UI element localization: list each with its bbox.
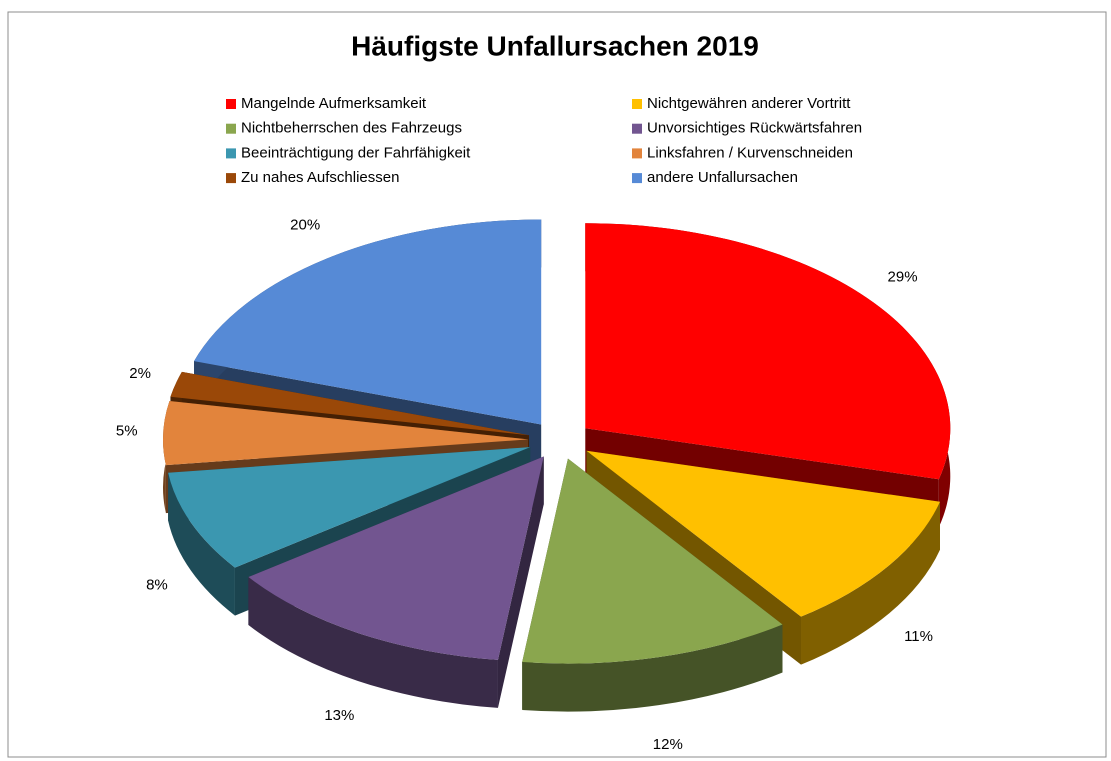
data-label: 12% xyxy=(653,736,683,753)
slice-side xyxy=(497,456,544,708)
legend-label: Linksfahren / Kurvenschneiden xyxy=(647,144,853,161)
slice-top xyxy=(170,371,530,436)
legend-swatch xyxy=(632,99,642,109)
slice-wall xyxy=(801,501,940,665)
data-label: 11% xyxy=(904,628,933,645)
data-label: 2% xyxy=(129,365,151,382)
legend-swatch xyxy=(226,148,236,159)
legend-swatch xyxy=(226,99,236,109)
data-label: 13% xyxy=(324,707,354,724)
slice xyxy=(522,458,783,712)
legend-label: Nichtbeherrschen des Fahrzeugs xyxy=(241,120,462,137)
slice-top xyxy=(522,458,783,664)
legend-swatch xyxy=(632,173,642,184)
legend-label: Beeinträchtigung der Fahrfähigkeit xyxy=(241,144,471,161)
data-label: 20% xyxy=(290,216,320,233)
legend-label: Mangelnde Aufmerksamkeit xyxy=(241,95,427,112)
slice-top xyxy=(585,223,951,480)
slice-top xyxy=(168,447,531,568)
slice-top xyxy=(248,456,544,660)
chart-title: Häufigste Unfallursachen 2019 xyxy=(351,30,759,61)
slice-wall xyxy=(522,624,783,712)
legend-swatch xyxy=(632,123,642,134)
data-label: 8% xyxy=(146,577,168,594)
data-label: 5% xyxy=(116,423,138,440)
legend-swatch xyxy=(632,148,642,159)
slice-top xyxy=(586,450,940,617)
legend-label: Unvorsichtiges Rückwärtsfahren xyxy=(647,120,862,137)
slice-top xyxy=(194,219,542,425)
data-label: 29% xyxy=(888,268,918,285)
slice-wall xyxy=(248,577,498,708)
legend-label: Zu nahes Aufschliessen xyxy=(241,169,399,186)
slice xyxy=(248,456,544,708)
slice-top xyxy=(163,400,529,466)
legend-label: Nichtgewähren anderer Vortritt xyxy=(647,95,851,112)
legend-label: andere Unfallursachen xyxy=(647,169,798,186)
legend-swatch xyxy=(226,173,236,184)
legend-swatch xyxy=(226,123,236,134)
slice-wall xyxy=(168,472,235,616)
